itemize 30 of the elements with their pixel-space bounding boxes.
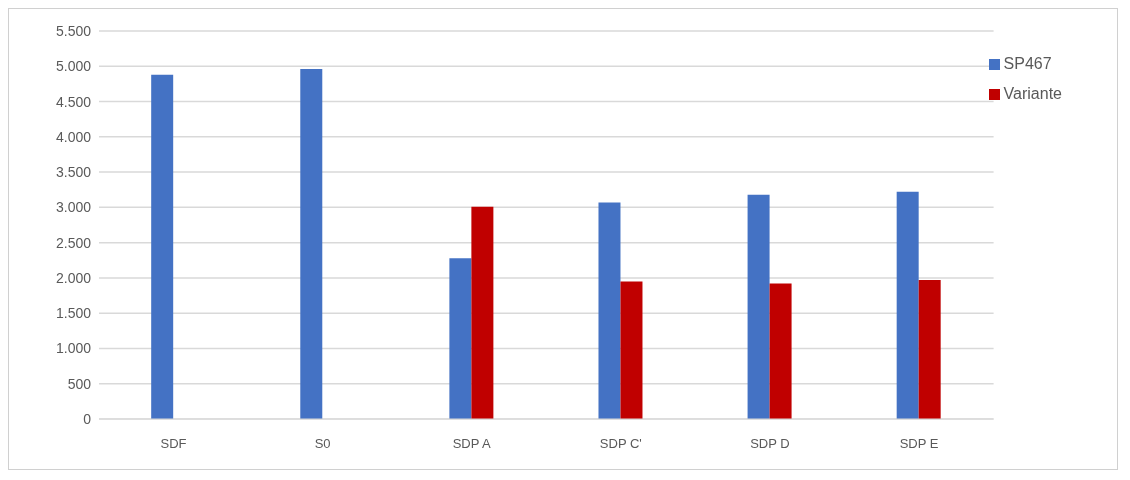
y-tick-label: 3.000: [55, 199, 92, 216]
y-tick-label: 4.500: [55, 93, 92, 110]
bar: [300, 69, 323, 419]
y-tick-label: 4.000: [55, 128, 92, 145]
bar: [918, 280, 941, 419]
bar: [151, 74, 174, 419]
bar: [620, 281, 643, 419]
bar: [471, 206, 494, 419]
x-tick-label: S0: [314, 436, 331, 452]
y-tick-label: 1.000: [55, 340, 92, 357]
bar: [598, 202, 621, 419]
y-tick-label: 2.500: [55, 234, 92, 251]
x-tick-label: SDF: [160, 436, 187, 452]
bar: [449, 258, 472, 419]
y-tick-label: 5.500: [55, 22, 92, 39]
bar: [896, 191, 919, 419]
legend-label: SP467: [1003, 55, 1052, 72]
y-tick-label: 3.500: [55, 164, 92, 181]
y-tick-label: 500: [67, 375, 92, 392]
bar: [769, 283, 792, 419]
y-tick-label: 5.000: [55, 58, 92, 75]
x-tick-label: SDP A: [452, 436, 492, 452]
x-tick-label: SDP E: [899, 436, 939, 452]
y-tick-label: 2.000: [55, 269, 92, 286]
bar: [747, 194, 770, 419]
x-tick-label: SDP C': [599, 436, 642, 452]
legend-label: Variante: [1003, 85, 1062, 102]
y-tick-label: 0: [83, 410, 92, 427]
x-tick-label: SDP D: [750, 436, 790, 452]
y-tick-label: 1.500: [55, 305, 92, 322]
